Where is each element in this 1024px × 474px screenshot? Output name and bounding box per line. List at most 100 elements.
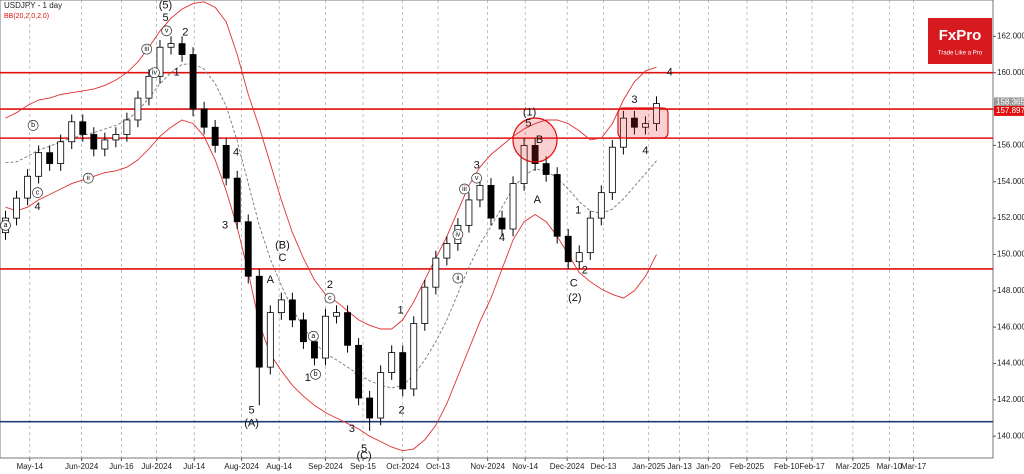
grid — [29, 0, 914, 458]
wave-label: ii — [87, 175, 91, 182]
wave-circle — [324, 292, 336, 304]
candle-body — [575, 252, 583, 263]
wave-circle — [307, 330, 319, 342]
candle-body — [586, 217, 594, 254]
candle-body — [410, 323, 418, 390]
wave-label: a — [311, 333, 315, 340]
price-label: 158.365 — [996, 98, 1024, 107]
wave-circle — [32, 187, 43, 199]
band-line — [5, 119, 657, 452]
y-tick-label: 146.000 — [997, 322, 1024, 331]
wave-label: 5 — [162, 12, 168, 24]
x-tick-label: Jun-16 — [109, 462, 134, 471]
candle-body — [476, 184, 484, 201]
y-tick-label: 144.000 — [997, 359, 1024, 368]
wave-label: 1 — [305, 372, 311, 384]
wave-label: v — [165, 28, 169, 35]
plot-frame — [0, 0, 994, 459]
wave-label: c — [328, 295, 332, 302]
wave-label: b — [314, 371, 318, 378]
wave-label: (C) — [356, 450, 371, 462]
candle-body — [145, 75, 153, 99]
price-label-box — [994, 105, 1024, 116]
candle-body — [377, 372, 385, 419]
logo-tagline: Trade Like a Pro — [938, 51, 983, 57]
y-tick-label: 154.000 — [997, 177, 1024, 186]
wave-label: iv — [455, 231, 461, 238]
candle-body — [388, 352, 396, 373]
wave-label: B — [536, 134, 543, 146]
candle-body — [35, 152, 43, 177]
candle-body — [167, 43, 175, 48]
candle-body — [222, 144, 230, 179]
candle-body — [244, 221, 252, 277]
candle-body — [564, 235, 572, 263]
wave-label: 1 — [575, 205, 581, 217]
wave-label: 2 — [182, 27, 188, 39]
candle-body — [57, 141, 65, 164]
wave-label: A — [267, 274, 275, 286]
candles — [2, 36, 660, 431]
candle-body — [542, 163, 550, 175]
wave-circle — [459, 183, 470, 195]
wave-label: 1 — [397, 305, 403, 317]
x-tick-label: Aug-14 — [266, 462, 292, 471]
candle-body — [399, 352, 407, 390]
wave-circle — [471, 172, 482, 184]
y-tick-label: 156.000 — [997, 141, 1024, 150]
y-tick-label: 160.000 — [997, 68, 1024, 77]
chart-title: USDJPY - 1 day — [4, 1, 62, 10]
candle-body — [255, 275, 263, 368]
wave-label: C — [278, 252, 286, 264]
candle-body — [311, 341, 318, 359]
y-tick-label: 152.000 — [997, 213, 1024, 222]
candle-body — [178, 43, 186, 55]
candle-body — [531, 144, 539, 164]
candle-body — [233, 177, 241, 223]
candle-body — [642, 123, 649, 128]
wave-circle — [27, 120, 39, 131]
candle-body — [509, 183, 517, 230]
candle-body — [498, 217, 506, 230]
x-tick-label: Mar-10 — [877, 462, 903, 471]
wave-circle — [452, 272, 464, 284]
x-tick-label: Jan-2025 — [632, 462, 666, 471]
candle-body — [653, 103, 660, 124]
x-tick-label: Feb-17 — [799, 462, 825, 471]
candle-body — [123, 119, 131, 135]
candle-body — [344, 312, 351, 346]
candle-body — [630, 117, 638, 128]
candle-body — [13, 197, 20, 219]
wave-circle — [149, 67, 160, 79]
y-tick-label: 150.000 — [997, 250, 1024, 259]
wave-labels: (5)52143(B)CA5(A)12345(C)2134(1)5BA12C(2… — [0, 0, 673, 462]
x-tick-label: Mar-2025 — [836, 462, 871, 471]
x-tick-label: Jun-2024 — [65, 462, 99, 471]
x-tick-label: Sep-2024 — [308, 462, 343, 471]
wave-label: 4 — [642, 145, 648, 157]
wave-label: 3 — [222, 219, 228, 231]
candle-body — [608, 146, 616, 194]
candle-body — [333, 312, 340, 317]
candle-body — [597, 192, 605, 219]
candle-body — [443, 243, 451, 259]
candle-body — [112, 134, 120, 141]
candle-body — [101, 139, 109, 150]
wave-label: iv — [152, 70, 158, 77]
candle-body — [90, 134, 98, 150]
wave-label: (B) — [275, 239, 290, 251]
wave-label: 5 — [248, 405, 254, 417]
candle-body — [266, 312, 274, 368]
wave-label: (A) — [244, 417, 259, 429]
wave-label: 5 — [525, 117, 531, 129]
wave-label: 4 — [354, 366, 360, 378]
wave-label: 3 — [349, 423, 355, 435]
candle-body — [277, 299, 285, 314]
candle-body — [355, 344, 363, 399]
wave-label: (1) — [523, 107, 536, 119]
x-tick-label: Nov-14 — [512, 462, 538, 471]
candle-body — [432, 257, 440, 288]
wave-label: 2 — [399, 405, 405, 417]
wave-label: 3 — [631, 94, 637, 106]
